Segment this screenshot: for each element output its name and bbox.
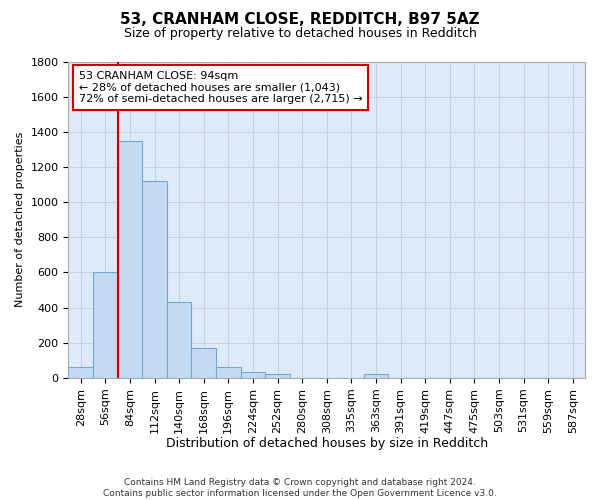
Bar bbox=[265, 374, 290, 378]
Bar bbox=[241, 372, 265, 378]
Bar bbox=[364, 374, 388, 378]
Y-axis label: Number of detached properties: Number of detached properties bbox=[15, 132, 25, 308]
X-axis label: Distribution of detached houses by size in Redditch: Distribution of detached houses by size … bbox=[166, 437, 488, 450]
Text: Contains HM Land Registry data © Crown copyright and database right 2024.
Contai: Contains HM Land Registry data © Crown c… bbox=[103, 478, 497, 498]
Bar bbox=[216, 366, 241, 378]
Bar bbox=[167, 302, 191, 378]
Bar bbox=[142, 181, 167, 378]
Text: 53 CRANHAM CLOSE: 94sqm
← 28% of detached houses are smaller (1,043)
72% of semi: 53 CRANHAM CLOSE: 94sqm ← 28% of detache… bbox=[79, 71, 362, 104]
Bar bbox=[93, 272, 118, 378]
Bar bbox=[191, 348, 216, 378]
Bar bbox=[68, 368, 93, 378]
Bar bbox=[118, 140, 142, 378]
Text: 53, CRANHAM CLOSE, REDDITCH, B97 5AZ: 53, CRANHAM CLOSE, REDDITCH, B97 5AZ bbox=[120, 12, 480, 28]
Text: Size of property relative to detached houses in Redditch: Size of property relative to detached ho… bbox=[124, 28, 476, 40]
